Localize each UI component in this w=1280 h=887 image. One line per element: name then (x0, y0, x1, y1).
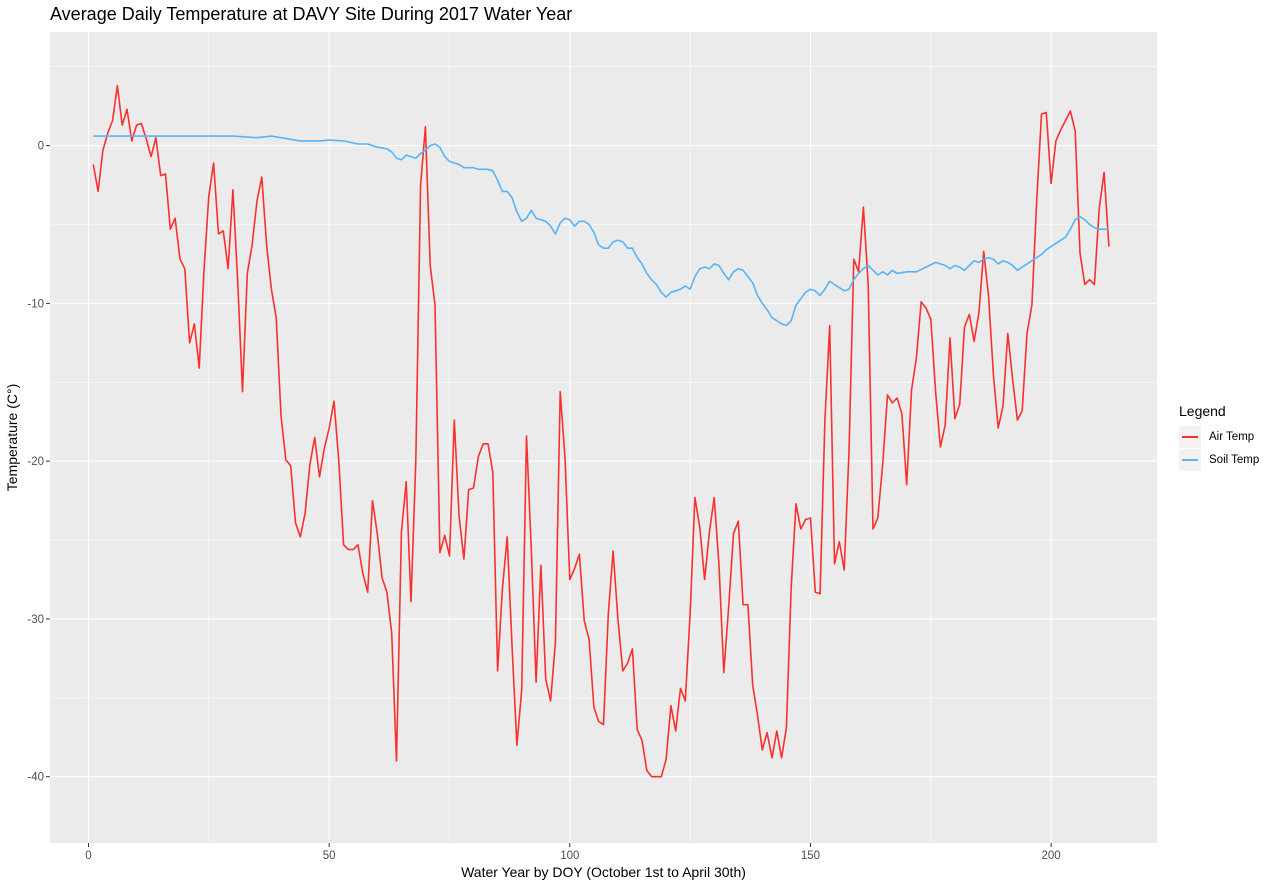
y-tick-label: -10 (27, 298, 44, 310)
y-tick-label: -20 (27, 456, 44, 468)
legend-item-soil-temp: Soil Temp (1179, 448, 1259, 471)
y-tick-label: 0 (38, 141, 44, 153)
legend-label-air-temp: Air Temp (1209, 430, 1255, 443)
x-tick-label: 200 (1042, 850, 1061, 862)
major-gridlines (50, 32, 1157, 843)
y-axis-title: Temperature (C°) (4, 384, 20, 492)
axis-ticks (46, 145, 1052, 847)
legend-key-soil-temp (1179, 448, 1201, 471)
legend: Legend Air Temp Soil Temp (1179, 403, 1259, 471)
legend-swatch-soil-temp (1182, 458, 1198, 461)
x-tick-label: 100 (560, 850, 579, 862)
minor-gridlines (50, 32, 1157, 843)
series-line-soil-temp (93, 135, 1109, 327)
y-tick-label: -30 (27, 614, 44, 626)
legend-key-air-temp (1179, 425, 1201, 448)
tick-labels: 0 50 100 150 200 0 -10 -20 -30 -40 (27, 141, 1060, 862)
series-layer (92, 84, 1110, 778)
chart-title: Average Daily Temperature at DAVY Site D… (50, 4, 573, 24)
series-line-air-temp (92, 84, 1110, 778)
legend-label-soil-temp: Soil Temp (1209, 453, 1260, 466)
legend-swatch-air-temp (1182, 435, 1198, 438)
x-tick-label: 0 (85, 850, 91, 862)
legend-item-air-temp: Air Temp (1179, 425, 1259, 448)
x-tick-label: 50 (323, 850, 336, 862)
legend-title: Legend (1179, 403, 1226, 419)
x-axis-title: Water Year by DOY (October 1st to April … (461, 864, 746, 880)
x-tick-label: 150 (801, 850, 820, 862)
y-tick-label: -40 (27, 772, 44, 784)
